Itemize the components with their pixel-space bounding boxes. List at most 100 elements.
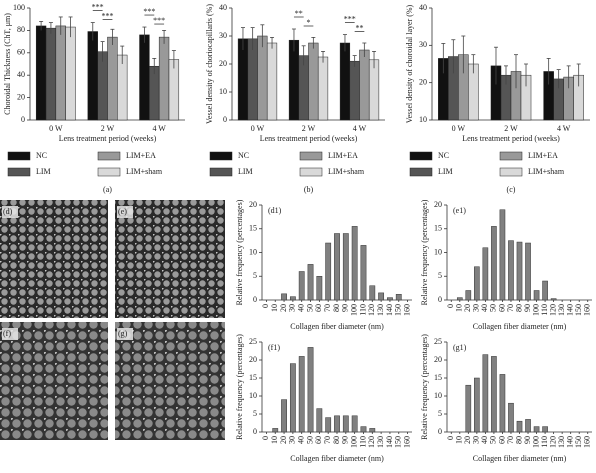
x-tick-label: 40 bbox=[297, 436, 306, 444]
annotation: ** bbox=[295, 9, 303, 18]
annotation: *** bbox=[102, 11, 114, 20]
y-tick-label: 5 bbox=[438, 409, 442, 418]
legend-label: LIM+EA bbox=[126, 151, 156, 160]
x-tick-label: 70 bbox=[323, 436, 332, 444]
image-label: (f) bbox=[3, 329, 11, 338]
x-tick-label: 30 bbox=[288, 436, 297, 444]
bar bbox=[325, 242, 332, 301]
panel-label: (f1) bbox=[268, 343, 280, 352]
y-tick-label: 100 bbox=[13, 3, 25, 12]
y-tick-label: 40 bbox=[419, 3, 427, 12]
y-tick-label: 0 bbox=[438, 427, 442, 436]
y-tick-label: 15 bbox=[434, 224, 442, 233]
annotation: ** bbox=[356, 23, 364, 32]
bar bbox=[491, 226, 497, 301]
x-tick-label: 110 bbox=[358, 436, 367, 448]
bar bbox=[368, 59, 380, 121]
x-tick-label: 140 bbox=[566, 436, 575, 448]
x-tick-label: 0 bbox=[446, 436, 455, 440]
bar bbox=[334, 233, 340, 301]
bar bbox=[168, 59, 180, 121]
y-tick-label: 5 bbox=[438, 271, 442, 280]
x-tick-label: 110 bbox=[358, 304, 367, 316]
x-tick-label: 20 bbox=[279, 436, 288, 444]
y-tick-label: 20 bbox=[434, 200, 442, 209]
panel-label: (d1) bbox=[268, 206, 282, 215]
x-tick-label: 10 bbox=[455, 304, 464, 312]
bar bbox=[474, 377, 480, 433]
x-axis-title: Collagen fiber diameter (nm) bbox=[473, 454, 567, 463]
legend-label: LIM+sham bbox=[126, 167, 163, 176]
y-axis-title: Vessel density of choriocapillaris (%) bbox=[205, 4, 214, 124]
bar bbox=[508, 240, 514, 301]
legend-swatch bbox=[409, 167, 433, 177]
x-tick-label: 40 bbox=[480, 436, 489, 444]
x-tick-label: 30 bbox=[288, 304, 297, 312]
micrograph bbox=[0, 200, 108, 318]
bar bbox=[351, 226, 358, 301]
x-tick-label: 150 bbox=[574, 304, 583, 316]
bar bbox=[45, 27, 57, 121]
bar bbox=[339, 42, 351, 121]
bar bbox=[316, 408, 323, 433]
x-tick-label: 160 bbox=[402, 436, 411, 448]
x-tick-label: 40 bbox=[480, 304, 489, 312]
legend-label: LIM+EA bbox=[328, 151, 358, 160]
x-tick-label: 30 bbox=[472, 304, 481, 312]
x-tick-label: 100 bbox=[349, 436, 358, 448]
legend-label: NC bbox=[438, 151, 449, 160]
x-tick-label: 0 W bbox=[49, 124, 63, 133]
x-tick-label: 140 bbox=[566, 304, 575, 316]
y-tick-label: 10 bbox=[434, 391, 442, 400]
bar bbox=[272, 428, 279, 433]
bar bbox=[456, 297, 463, 301]
x-tick-label: 2 W bbox=[101, 124, 115, 133]
bar bbox=[35, 25, 47, 121]
bar bbox=[474, 266, 480, 301]
bar bbox=[325, 417, 332, 433]
bar bbox=[149, 65, 160, 121]
legend-swatch bbox=[97, 151, 121, 161]
x-tick-label: 4 W bbox=[557, 124, 571, 133]
x-tick-label: 70 bbox=[506, 304, 515, 312]
legend-swatch bbox=[409, 151, 433, 161]
x-tick-label: 70 bbox=[323, 304, 332, 312]
x-tick-label: 10 bbox=[270, 436, 279, 444]
micrograph bbox=[115, 200, 225, 318]
legend-label: LIM+sham bbox=[328, 167, 365, 176]
y-tick-label: 60 bbox=[17, 48, 25, 57]
x-tick-label: 160 bbox=[402, 304, 411, 316]
bar bbox=[288, 39, 300, 121]
bar bbox=[65, 26, 76, 121]
x-tick-label: 150 bbox=[394, 436, 403, 448]
y-axis-title: Relative frequency (percentages) bbox=[420, 199, 429, 305]
y-tick-label: 10 bbox=[219, 87, 227, 96]
x-tick-label: 150 bbox=[394, 304, 403, 316]
x-tick-label: 100 bbox=[531, 436, 540, 448]
bar bbox=[360, 426, 367, 433]
x-tick-label: 4 W bbox=[152, 124, 166, 133]
y-tick-label: 20 bbox=[249, 200, 257, 209]
bar bbox=[298, 356, 305, 433]
legend-swatch bbox=[97, 167, 121, 177]
x-tick-label: 120 bbox=[548, 436, 557, 448]
x-tick-label: 4 W bbox=[353, 124, 367, 133]
x-tick-label: 100 bbox=[349, 304, 358, 316]
bar bbox=[307, 347, 314, 433]
annotation: * bbox=[307, 18, 311, 27]
y-tick-label: 0 bbox=[438, 295, 442, 304]
x-tick-label: 0 W bbox=[251, 124, 265, 133]
x-tick-label: 20 bbox=[463, 436, 472, 444]
image-label: (g) bbox=[118, 329, 128, 338]
y-tick-label: 5 bbox=[253, 271, 257, 280]
y-tick-label: 15 bbox=[249, 373, 257, 382]
x-tick-label: 0 W bbox=[452, 124, 466, 133]
panel-label: (b) bbox=[304, 185, 314, 194]
panel-label: (g1) bbox=[453, 343, 467, 352]
x-tick-label: 10 bbox=[270, 304, 279, 312]
bar bbox=[334, 415, 340, 433]
y-tick-label: 20 bbox=[17, 92, 25, 101]
legend-swatch bbox=[499, 167, 523, 177]
legend-label: LIM bbox=[238, 167, 253, 176]
